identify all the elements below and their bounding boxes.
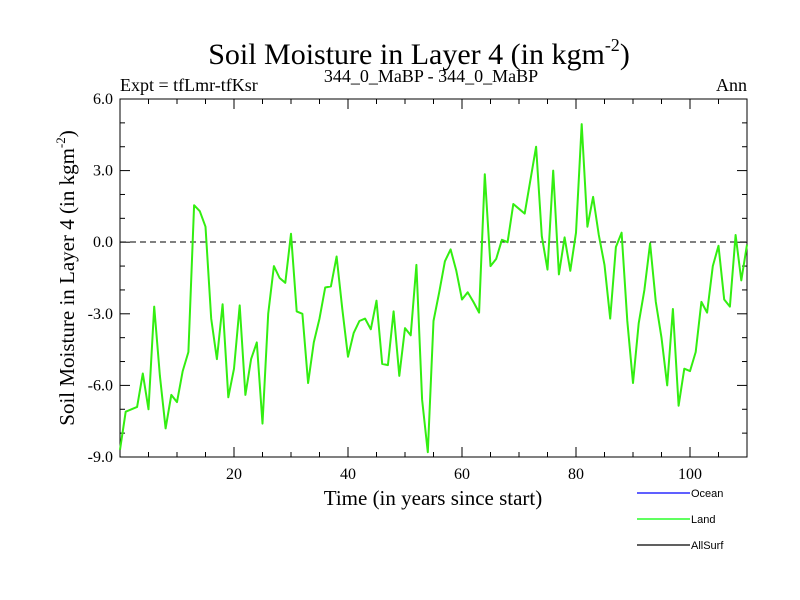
x-axis-label: Time (in years since start) <box>324 486 543 510</box>
experiment-label: Expt = tfLmr-tfKsr <box>120 75 258 95</box>
y-tick-label: -3.0 <box>88 306 113 323</box>
y-axis-label: Soil Moisture in Layer 4 (in kgm-2) <box>53 130 79 425</box>
y-axis-tick-labels: 6.0 3.0 0.0 -3.0 -6.0 -9.0 <box>88 91 113 466</box>
x-tick-label: 40 <box>340 466 356 483</box>
y-tick-label: 3.0 <box>93 163 113 180</box>
y-axis-ticks <box>120 122 747 434</box>
x-tick-label: 60 <box>454 466 470 483</box>
x-tick-label: 100 <box>678 466 702 483</box>
y-tick-label: 0.0 <box>93 234 113 251</box>
y-tick-label: 6.0 <box>93 91 113 108</box>
legend: Ocean Land AllSurf <box>637 488 724 552</box>
chart-title: Soil Moisture in Layer 4 (in kgm-2) <box>208 35 630 71</box>
series-line-land <box>119 123 748 454</box>
legend-label-allsurf: AllSurf <box>691 540 724 552</box>
x-axis-ticks <box>148 99 719 457</box>
y-tick-label: -6.0 <box>88 377 113 394</box>
legend-label-land: Land <box>691 514 715 526</box>
season-label: Ann <box>716 75 747 95</box>
y-tick-label: -9.0 <box>88 449 113 466</box>
x-axis-tick-labels: 20 40 60 80 100 <box>226 466 702 483</box>
subtitle-center: 344_0_MaBP - 344_0_MaBP <box>324 66 538 86</box>
series-layer <box>119 123 748 454</box>
x-tick-label: 20 <box>226 466 242 483</box>
x-tick-label: 80 <box>568 466 584 483</box>
legend-label-ocean: Ocean <box>691 488 723 500</box>
